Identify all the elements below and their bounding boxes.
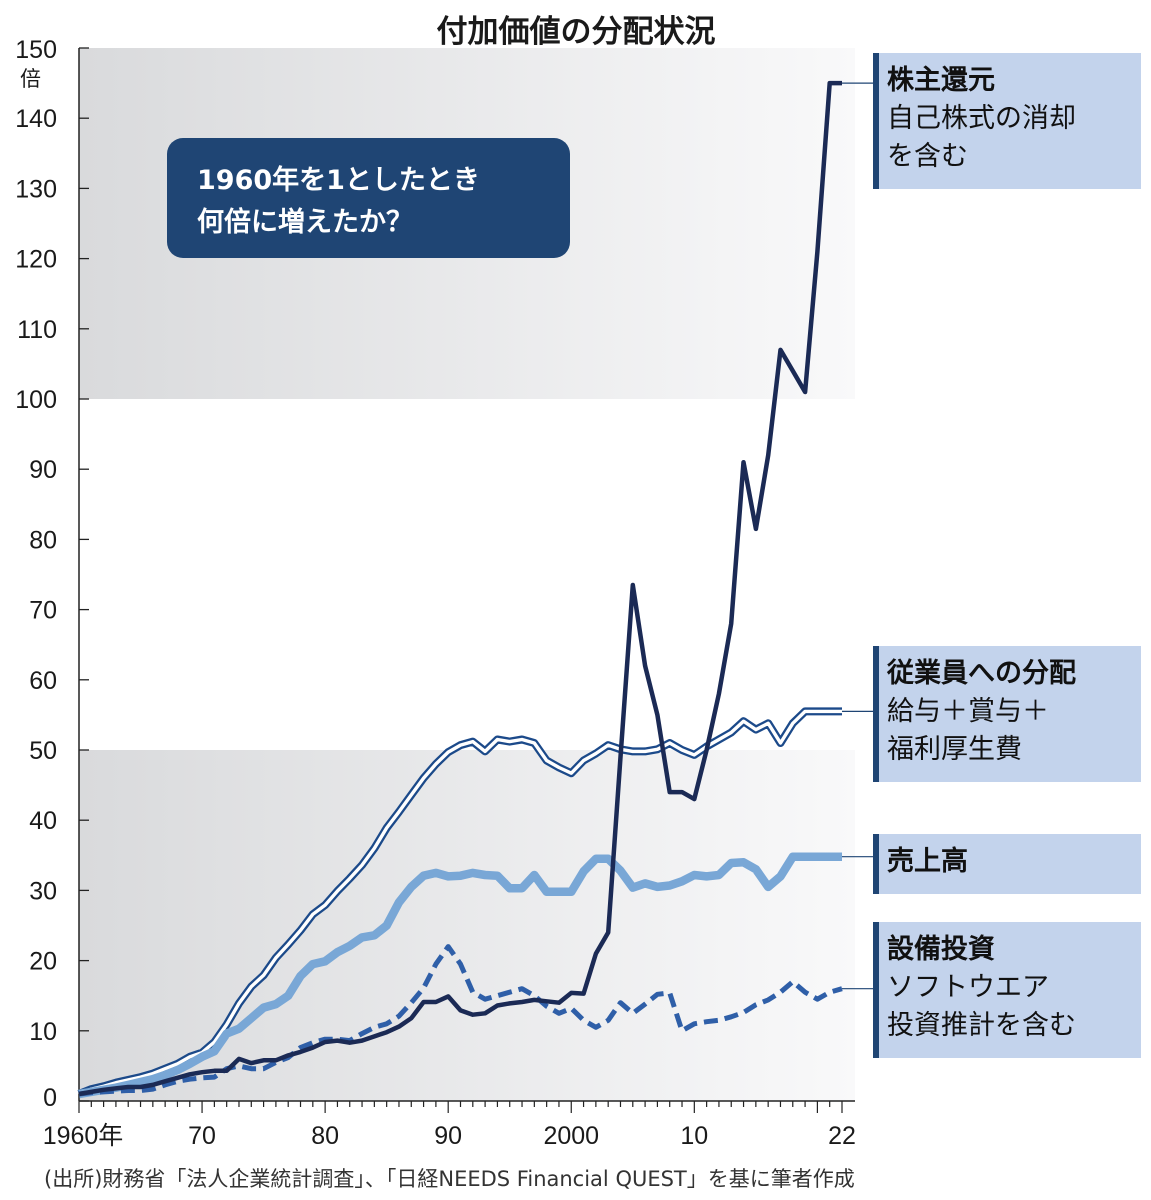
series-line-thick <box>78 852 842 1099</box>
plot-background <box>79 48 855 1101</box>
x-tick-label-1970: 70 <box>188 1122 216 1150</box>
series-lines <box>77 80 843 1099</box>
series-label-box <box>873 834 1141 894</box>
series-label-box <box>873 646 1141 782</box>
series-note-line: 福利厚生費 <box>887 734 1022 765</box>
series-label-thick: 売上高 <box>842 834 1141 894</box>
series-note-line: を含む <box>887 141 968 172</box>
y-tick-label-50: 50 <box>29 737 57 765</box>
y-tick-label-60: 60 <box>29 667 57 695</box>
chart-title: 付加価値の分配状況 <box>437 14 716 50</box>
y-tick-label-150: 150 <box>15 36 57 64</box>
annotation-line-1: 1960年を1としたとき <box>197 164 480 196</box>
y-tick-label-130: 130 <box>15 175 57 203</box>
y-tick-label-0: 0 <box>43 1084 57 1112</box>
y-tick-label-90: 90 <box>29 456 57 484</box>
series-note-line: 投資推計を含む <box>887 1010 1076 1041</box>
y-tick-label-40: 40 <box>29 807 57 835</box>
series-line-outline-inner <box>78 709 842 1096</box>
background-band-lower <box>79 750 855 1101</box>
series-note-line: 自己株式の消却 <box>887 103 1076 134</box>
x-tick-label-2000: 2000 <box>543 1122 599 1150</box>
x-axis: 1960年 70 80 90 2000 10 22 <box>43 1100 856 1150</box>
series-note-line: ソフトウエア <box>887 972 1049 1003</box>
series-name: 売上高 <box>887 845 968 877</box>
y-tick-label-110: 110 <box>17 316 57 344</box>
series-label-marker <box>873 646 879 782</box>
series-name: 従業員への分配 <box>886 658 1076 689</box>
y-tick-label-70: 70 <box>29 597 57 625</box>
series-label-box <box>873 53 1141 189</box>
y-tick-label-20: 20 <box>29 948 57 976</box>
series-line-dark <box>78 80 842 1097</box>
x-tick-label-1960: 1960年 <box>43 1122 124 1150</box>
series-label-marker <box>873 834 879 894</box>
y-axis: 0 10 20 30 40 50 60 70 80 90 100 110 120 130 140 150 <box>15 36 89 1112</box>
y-tick-label-140: 140 <box>15 105 57 133</box>
y-tick-label-100: 100 <box>15 386 57 414</box>
y-tick-label-10: 10 <box>29 1018 57 1046</box>
x-tick-label-1990: 90 <box>434 1122 462 1150</box>
y-tick-label-30: 30 <box>29 877 57 905</box>
series-name: 設備投資 <box>887 933 995 965</box>
y-unit-label: 倍 <box>20 67 41 91</box>
y-tick-label-80: 80 <box>29 526 57 554</box>
x-tick-label-2022: 22 <box>828 1122 856 1150</box>
series-label-box <box>873 922 1141 1058</box>
series-name: 株主還元 <box>887 65 995 96</box>
annotation-line-2: 何倍に増えたか？ <box>197 206 413 238</box>
series-line-dashed <box>78 944 843 1097</box>
y-tick-label-120: 120 <box>15 246 57 274</box>
series-label-marker <box>873 922 879 1058</box>
x-tick-label-2010: 10 <box>680 1122 708 1150</box>
series-label-marker <box>873 53 879 189</box>
x-tick-label-1980: 80 <box>311 1122 339 1150</box>
annotation-box: 1960年を1としたとき 何倍に増えたか？ <box>167 138 570 258</box>
source-note: (出所)財務省「法人企業統計調査」、「日経NEEDS Financial QUE… <box>44 1167 855 1191</box>
series-note-line: 給与＋賞与＋ <box>887 696 1049 727</box>
